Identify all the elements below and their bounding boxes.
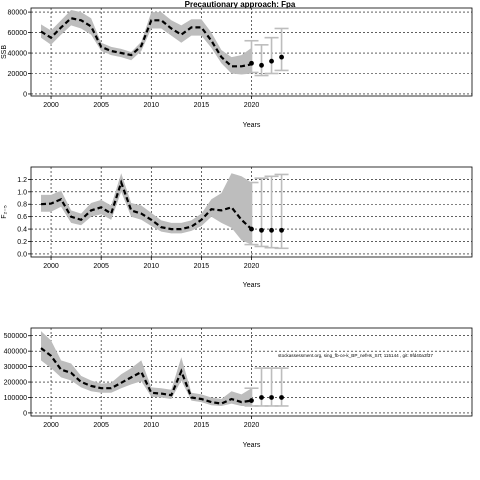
y-tick-label: 0 <box>23 91 27 98</box>
x-tick-label: 2015 <box>194 263 210 270</box>
forecast-point <box>249 226 254 232</box>
x-axis-label: Years <box>243 442 261 449</box>
x-axis-label: Years <box>243 122 261 129</box>
y-tick-label: 60000 <box>8 30 28 37</box>
estimate-line <box>40 347 252 405</box>
y-tick-label: 1.2 <box>17 177 27 184</box>
source-annotation: stockassessment.org, sing_fb-ce-k_BP_nef… <box>278 353 433 358</box>
x-tick-label: 2010 <box>143 422 159 429</box>
y-tick-label: 1.0 <box>17 189 27 196</box>
forecast-point <box>279 227 284 233</box>
x-tick-label: 2015 <box>194 422 210 429</box>
y-tick-label: 400000 <box>4 349 27 356</box>
confidence-band <box>41 173 252 245</box>
x-tick-label: 2010 <box>143 102 159 109</box>
x-tick-label: 2015 <box>194 102 210 109</box>
x-tick-label: 2020 <box>244 263 260 270</box>
chart-panel-2: 2000 2005 2010 2015 2020 0.0 0.2 0.4 0.6 0.8 1.0 1.… <box>1 166 473 289</box>
forecast-point <box>279 395 284 400</box>
y-tick-label: 0.0 <box>17 251 27 258</box>
y-tick-label: 0.2 <box>17 239 27 246</box>
forecast-point <box>269 58 274 64</box>
x-tick-label: 2005 <box>93 263 109 270</box>
y-tick-label: 0.8 <box>17 202 27 209</box>
forecast-point <box>249 60 254 66</box>
x-tick-label: 2000 <box>43 102 59 109</box>
y-tick-label: 0 <box>23 410 27 417</box>
forecast-point <box>279 54 284 60</box>
x-tick-label: 2020 <box>244 102 260 109</box>
y-tick-label: 40000 <box>8 51 28 58</box>
x-axis-label: Years <box>243 282 261 289</box>
y-tick-label: 80000 <box>8 10 28 17</box>
confidence-band <box>41 331 252 406</box>
x-tick-label: 2005 <box>93 422 109 429</box>
forecast-point <box>269 227 274 233</box>
y-tick-label: 0.4 <box>17 227 27 234</box>
chart-panel-1: 2000 2005 2010 2015 2020 0 20000 40000 60000 8000… <box>1 7 473 129</box>
y-tick-label: 200000 <box>4 380 27 387</box>
x-tick-label: 2000 <box>43 263 59 270</box>
forecast-point <box>259 227 264 233</box>
x-tick-label: 2020 <box>244 422 260 429</box>
x-tick-label: 2000 <box>43 422 59 429</box>
forecast-point <box>249 398 254 403</box>
forecast-point <box>269 395 274 400</box>
confidence-band <box>41 10 252 75</box>
y-axis-label: F₂₋₅ <box>1 205 8 219</box>
page-title: Precautionary approach: Fpa <box>184 0 296 9</box>
y-tick-label: 100000 <box>4 395 27 402</box>
forecast-point <box>259 62 264 68</box>
y-axis-label: SSB <box>1 45 8 59</box>
estimate-line <box>40 17 252 68</box>
forecast-point <box>259 395 264 400</box>
y-tick-label: 0.6 <box>17 214 27 221</box>
y-tick-label: 300000 <box>4 364 27 371</box>
x-tick-label: 2005 <box>93 102 109 109</box>
chart-panel-3: 2000 2005 2010 2015 2020 0 100000 200000 300000 4… <box>4 327 473 449</box>
x-tick-label: 2010 <box>143 263 159 270</box>
y-tick-label: 20000 <box>8 71 28 78</box>
y-tick-label: 500000 <box>4 333 27 340</box>
